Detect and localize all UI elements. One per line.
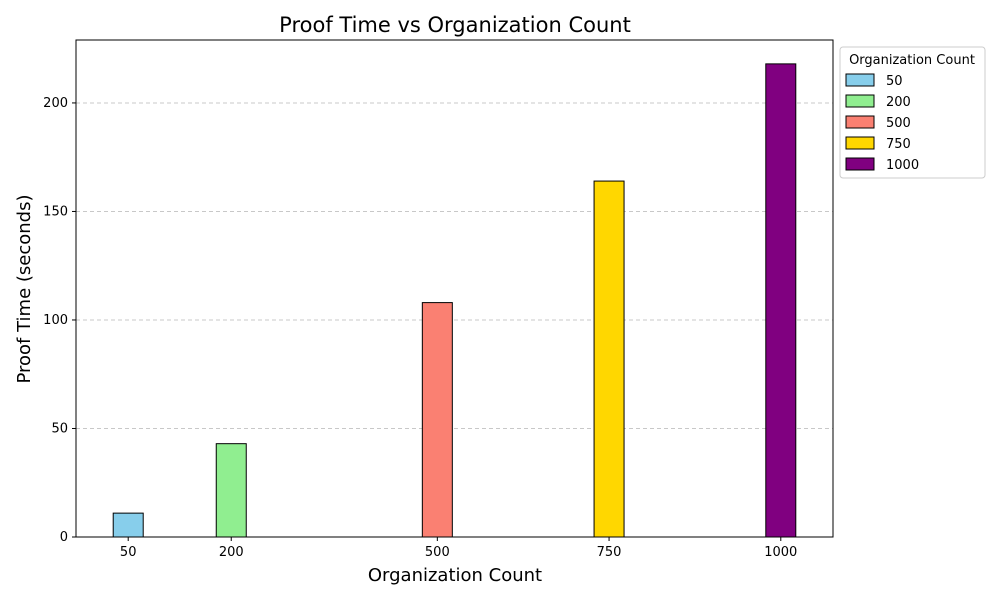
legend-entries: 50 200 500 750 1000 xyxy=(845,73,919,173)
y-tick-label: 100 xyxy=(43,313,68,328)
y-axis-label: Proof Time (seconds) xyxy=(14,194,35,383)
x-axis-ticks: 50 200 500 750 1000 xyxy=(120,537,797,560)
x-axis-label: Organization Count xyxy=(368,565,542,586)
y-tick-label: 150 xyxy=(43,204,68,219)
bar-500 xyxy=(421,302,453,538)
bar-750 xyxy=(593,180,625,538)
chart-title: Proof Time vs Organization Count xyxy=(279,13,631,37)
x-tick-label: 1000 xyxy=(764,545,797,560)
legend-label: 50 xyxy=(886,74,903,89)
legend-swatch xyxy=(845,136,875,150)
x-tick-label: 500 xyxy=(425,545,450,560)
legend-label: 200 xyxy=(886,95,911,110)
legend-swatch xyxy=(845,73,875,87)
legend-title: Organization Count xyxy=(849,53,975,68)
grid-lines xyxy=(76,102,833,538)
legend-swatch xyxy=(845,157,875,171)
x-tick-label: 750 xyxy=(597,545,622,560)
bar-1000 xyxy=(765,63,797,538)
legend-label: 750 xyxy=(886,137,911,152)
bar-200 xyxy=(215,443,247,538)
x-tick-label: 50 xyxy=(120,545,137,560)
legend-label: 500 xyxy=(886,116,911,131)
y-axis-ticks: 0 50 100 150 200 xyxy=(43,96,76,545)
legend-swatch xyxy=(845,94,875,108)
legend-swatch xyxy=(845,115,875,129)
y-tick-label: 50 xyxy=(51,421,68,436)
legend-box xyxy=(839,46,986,179)
x-tick-label: 200 xyxy=(219,545,244,560)
y-tick-label: 200 xyxy=(43,96,68,111)
y-tick-label: 0 xyxy=(60,530,68,545)
legend-label: 1000 xyxy=(886,158,919,173)
bars xyxy=(112,63,797,538)
legend: Organization Count 50 200 500 750 1000 xyxy=(839,46,986,179)
plot-frame xyxy=(75,39,834,538)
bar-50 xyxy=(112,512,144,538)
